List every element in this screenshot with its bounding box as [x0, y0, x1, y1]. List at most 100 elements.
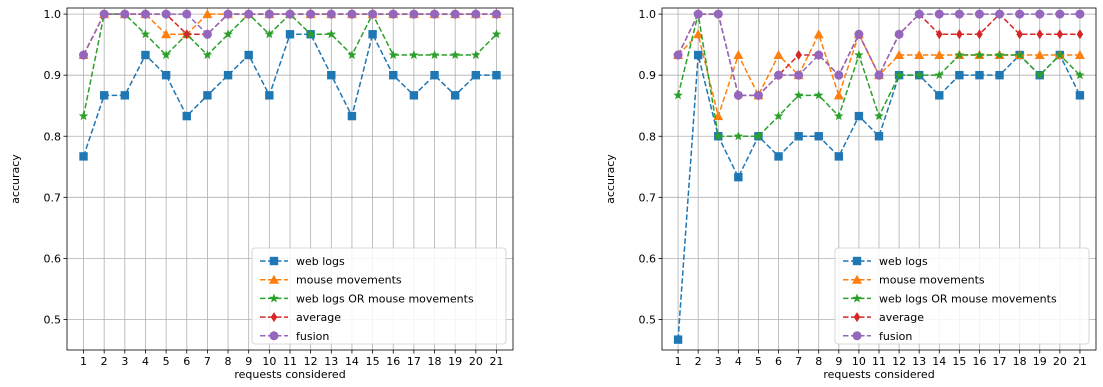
data-point	[264, 9, 274, 19]
data-point	[956, 29, 963, 40]
x-tick-label: 19	[1033, 355, 1047, 368]
x-tick-label: 12	[892, 355, 906, 368]
data-point	[914, 9, 924, 19]
data-point	[265, 91, 274, 100]
data-point	[794, 70, 804, 80]
data-point	[491, 29, 502, 39]
y-tick-label: 0.5	[44, 313, 62, 326]
legend-label: web logs	[879, 255, 928, 268]
data-point	[99, 9, 109, 19]
data-point	[894, 70, 904, 80]
x-tick-label: 13	[324, 355, 338, 368]
data-point	[182, 9, 192, 19]
legend-marker	[852, 331, 862, 341]
x-tick-label: 1	[80, 355, 87, 368]
legend-label: web logs	[296, 255, 345, 268]
data-point	[874, 70, 884, 80]
data-point	[368, 9, 378, 19]
data-point	[955, 70, 964, 80]
x-tick-label: 11	[872, 355, 886, 368]
data-point	[450, 50, 460, 60]
data-point	[1056, 29, 1064, 40]
x-tick-label: 8	[225, 355, 232, 368]
y-axis: 0.5 0.6 0.7 0.8 0.9 1.0 accuracy	[604, 8, 662, 326]
data-point	[1016, 29, 1023, 40]
y-tick-label: 1.0	[639, 8, 657, 21]
data-point	[1076, 29, 1084, 40]
data-point	[874, 132, 884, 141]
x-tick-label: 2	[695, 355, 702, 368]
x-tick-label: 9	[835, 355, 842, 368]
x-tick-label: 19	[448, 355, 462, 368]
legend-label: average	[296, 311, 341, 324]
data-point	[99, 91, 109, 100]
data-point	[1036, 29, 1043, 40]
chart-panel-2: 1 2 3 4 5 6 7 8 9 10 11 12 13 14 15 16 17 18 19 20 21request…	[604, 7, 1097, 381]
legend-marker	[270, 312, 278, 323]
data-point	[471, 70, 481, 80]
data-point	[673, 50, 683, 60]
data-point	[894, 29, 904, 39]
data-point	[79, 152, 88, 161]
legend-label: web logs OR mouse movements	[879, 292, 1057, 305]
data-point	[974, 9, 984, 19]
x-tick-label: 3	[715, 355, 722, 368]
x-tick-label: 21	[1073, 355, 1087, 368]
data-point	[141, 50, 150, 60]
x-tick-label: 4	[142, 355, 149, 368]
data-point	[774, 152, 783, 161]
data-point	[795, 50, 802, 61]
x-tick-label: 17	[407, 355, 421, 368]
legend-marker	[853, 312, 861, 323]
data-point	[347, 9, 357, 19]
data-point	[713, 9, 723, 19]
data-point	[1075, 9, 1085, 19]
legend-item: web logs OR mouse movements	[260, 292, 474, 305]
data-point	[203, 91, 212, 100]
data-point	[994, 50, 1005, 60]
y-tick-label: 0.5	[639, 313, 657, 326]
legend: web logs mouse movements web logs OR mouse…	[251, 247, 507, 345]
legend-item: web logs	[260, 255, 345, 268]
x-tick-label: 5	[163, 355, 170, 368]
data-point	[450, 91, 460, 100]
data-point	[368, 30, 377, 39]
x-tick-label: 6	[183, 355, 190, 368]
data-point	[995, 70, 1004, 80]
data-point	[1034, 70, 1045, 80]
legend-label: fusion	[296, 330, 329, 343]
data-point	[202, 50, 213, 60]
x-tick-label: 20	[469, 355, 483, 368]
chart-panel-1: 1 2 3 4 5 6 7 8 9 10 11 12 13 14 15 16 17 18 19 20 21request…	[9, 7, 514, 381]
legend-item: average	[260, 311, 341, 324]
legend-item: mouse movements	[260, 274, 402, 287]
data-point	[995, 9, 1005, 19]
data-point	[934, 70, 945, 80]
data-point	[161, 29, 172, 39]
x-tick-label: 2	[101, 355, 108, 368]
legend-marker	[269, 331, 279, 341]
data-point	[161, 70, 171, 80]
y-tick-label: 0.8	[639, 130, 657, 143]
data-point	[1075, 91, 1085, 100]
data-point	[491, 9, 501, 19]
x-tick-label: 1	[675, 355, 682, 368]
data-point	[202, 29, 212, 39]
data-point	[854, 29, 864, 39]
data-point	[1014, 50, 1025, 60]
data-point	[733, 50, 744, 60]
x-tick-label: 6	[775, 355, 782, 368]
x-tick-label: 14	[932, 355, 946, 368]
data-point	[140, 9, 150, 19]
data-point	[471, 50, 481, 60]
y-tick-label: 0.6	[639, 252, 657, 265]
data-point	[854, 50, 864, 60]
x-tick-label: 20	[1053, 355, 1067, 368]
legend-marker	[852, 274, 862, 284]
data-point	[389, 70, 398, 80]
data-point	[1075, 70, 1085, 80]
data-point	[733, 131, 744, 141]
data-point	[347, 111, 357, 121]
data-point	[854, 111, 864, 121]
